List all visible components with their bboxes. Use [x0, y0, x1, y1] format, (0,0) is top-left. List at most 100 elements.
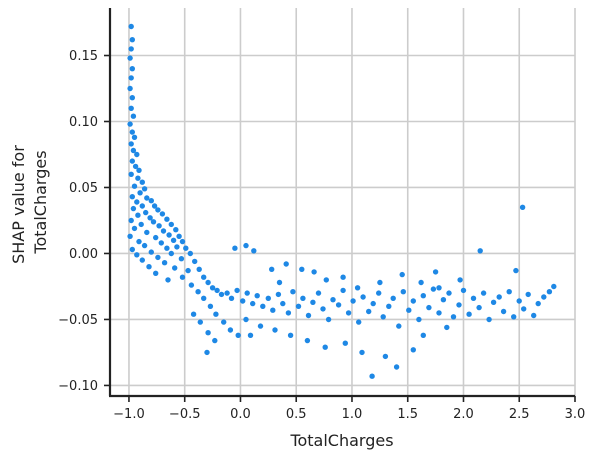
- scatter-point: [138, 221, 144, 228]
- scatter-point: [129, 95, 135, 101]
- grid-lines: [110, 8, 576, 396]
- scatter-point: [311, 269, 317, 275]
- scatter-point: [128, 23, 134, 30]
- scatter-point: [295, 303, 302, 309]
- scatter-point: [139, 179, 145, 185]
- scatter-point: [134, 252, 140, 258]
- scatter-point: [128, 75, 134, 81]
- scatter-point: [240, 298, 246, 304]
- y-tick-label: 0.15: [69, 49, 98, 64]
- scatter-point: [195, 289, 201, 295]
- y-tick-label: 0.05: [69, 181, 98, 196]
- y-tick-label: 0.10: [69, 115, 98, 130]
- y-axis-label-line-2: TotalCharges: [31, 150, 50, 254]
- x-tick-label: −1.0: [113, 407, 145, 422]
- scatter-point: [350, 298, 356, 304]
- scatter-point: [196, 266, 202, 272]
- scatter-point: [247, 332, 254, 338]
- scatter-point: [251, 248, 257, 254]
- axes: [108, 8, 575, 398]
- scatter-point: [521, 306, 527, 312]
- scatter-point: [173, 227, 179, 233]
- scatter-point: [165, 277, 171, 283]
- scatter-point: [136, 167, 142, 173]
- scatter-point: [128, 46, 134, 52]
- scatter-point: [322, 344, 328, 350]
- scatter-point: [144, 229, 150, 236]
- scatter-point: [400, 289, 406, 295]
- scatter-point: [244, 290, 250, 296]
- scatter-point: [386, 303, 392, 309]
- scatter-point: [201, 295, 207, 301]
- scatter-point: [141, 242, 148, 249]
- scatter-point: [360, 294, 366, 300]
- x-tick-label: 2.5: [509, 407, 530, 422]
- scatter-point: [382, 353, 389, 360]
- scatter-point: [156, 223, 162, 229]
- scatter-point: [137, 190, 143, 196]
- scatter-point: [511, 314, 517, 320]
- scatter-point: [221, 319, 227, 325]
- scatter-point: [172, 265, 178, 271]
- scatter-point: [359, 349, 365, 356]
- scatter-point: [432, 269, 439, 275]
- scatter-point: [168, 221, 174, 228]
- scatter-point: [207, 303, 214, 309]
- y-tick-label: 0.00: [69, 247, 98, 262]
- x-ticks: −1.0 −0.5 0.0 0.5 1.0 1.5 2.0 2.5 3.0: [113, 396, 585, 422]
- scatter-point: [235, 332, 241, 338]
- scatter-point: [506, 289, 512, 295]
- scatter-point: [396, 323, 402, 329]
- scatter-point: [366, 308, 372, 315]
- scatter-point: [420, 293, 426, 299]
- scatter-point: [187, 250, 193, 257]
- scatter-point: [476, 304, 482, 311]
- scatter-point: [170, 237, 177, 243]
- scatter-point: [426, 304, 432, 311]
- scatter-point: [129, 66, 135, 72]
- scatter-point: [285, 310, 292, 316]
- scatter-point: [153, 270, 159, 276]
- x-tick-label: 0.5: [286, 407, 307, 422]
- scatter-point: [218, 291, 225, 298]
- scatter-point: [377, 279, 383, 286]
- scatter-point: [399, 271, 405, 278]
- scatter-point: [376, 290, 382, 296]
- scatter-point: [130, 113, 137, 119]
- scatter-point: [197, 319, 203, 325]
- scatter-point: [214, 287, 220, 294]
- scatter-point: [444, 324, 450, 331]
- scatter-point: [354, 285, 361, 291]
- scatter-point: [155, 207, 161, 213]
- scatter-point: [148, 249, 154, 255]
- scatter-point: [205, 279, 211, 286]
- scatter-point: [159, 211, 166, 217]
- scatter-point: [129, 129, 135, 135]
- scatter-point: [480, 290, 487, 296]
- scatter-point: [270, 307, 276, 313]
- scatter-point: [500, 308, 507, 315]
- scatter-point: [234, 287, 240, 294]
- scatter-point: [204, 349, 210, 356]
- scatter-point: [205, 330, 211, 336]
- scatter-point: [134, 199, 140, 205]
- scatter-point: [127, 233, 133, 239]
- scatter-point: [406, 307, 412, 313]
- scatter-point: [513, 267, 519, 274]
- scatter-point: [300, 295, 306, 301]
- scatter-point: [128, 217, 134, 224]
- scatter-point: [143, 209, 149, 216]
- scatter-point: [305, 312, 312, 319]
- scatter-point: [516, 298, 522, 304]
- scatter-point: [131, 134, 138, 140]
- scatter-point: [257, 323, 264, 329]
- scatter-point: [213, 311, 219, 317]
- scatter-point: [531, 312, 537, 319]
- scatter-point: [129, 194, 135, 200]
- scatter-point: [151, 203, 158, 209]
- scatter-point: [128, 141, 134, 147]
- scatter-point: [356, 319, 362, 325]
- y-axis-label-line-1: SHAP value for: [9, 145, 28, 264]
- scatter-point: [127, 55, 133, 61]
- scatter-point: [164, 216, 170, 222]
